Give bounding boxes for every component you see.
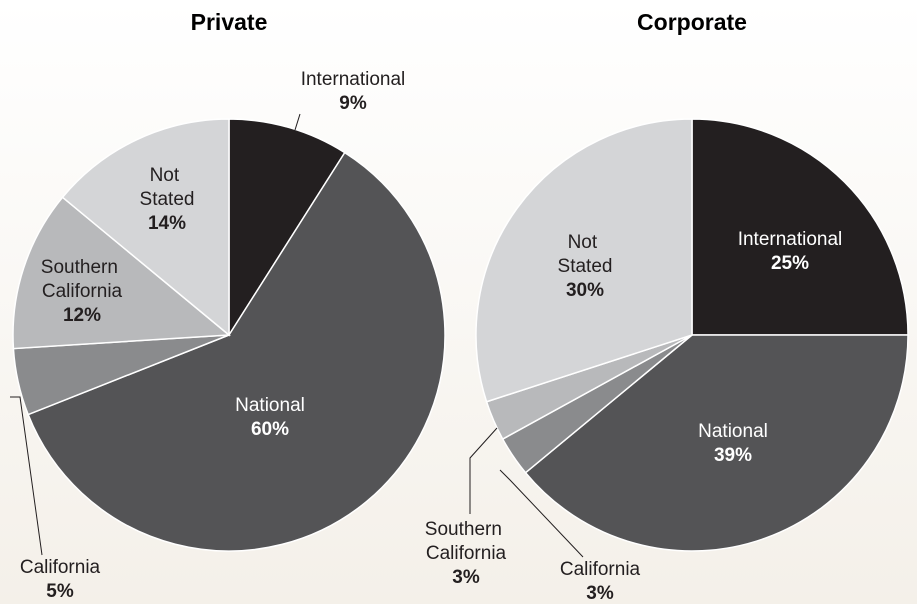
pie-slice	[12, 196, 231, 350]
pie-slice	[228, 118, 346, 338]
slice-label: International	[301, 69, 406, 90]
slice-label: Not Stated	[140, 165, 195, 210]
chart-title: Private	[191, 9, 268, 35]
pie-slice	[691, 118, 909, 336]
pie-slice	[61, 118, 230, 337]
slice-label: International	[738, 229, 843, 250]
leader-line	[294, 113, 301, 131]
pie-slice	[27, 151, 446, 552]
slice-label: California	[20, 557, 101, 578]
pie-slice	[524, 334, 909, 552]
value-label: 12%	[63, 305, 101, 326]
value-label: 3%	[452, 567, 480, 588]
value-label: 39%	[714, 445, 752, 466]
value-label: 9%	[339, 93, 367, 114]
slice-label: Not Stated	[558, 232, 613, 277]
leader-line	[10, 396, 43, 556]
value-label: 25%	[771, 253, 809, 274]
value-label: 60%	[251, 419, 289, 440]
value-label: 5%	[46, 581, 74, 602]
leader-line	[499, 469, 584, 558]
value-label: 14%	[148, 213, 186, 234]
slice-label: Southern California	[425, 519, 507, 564]
slice-label: Southern California	[41, 257, 123, 302]
pie-slice	[475, 118, 693, 403]
chart-title: Corporate	[637, 9, 747, 35]
slice-label: National	[235, 395, 305, 416]
slice-label: National	[698, 421, 768, 442]
value-label: 3%	[586, 583, 614, 604]
value-label: 30%	[566, 280, 604, 301]
slice-label: California	[560, 559, 641, 580]
leader-line	[469, 427, 498, 514]
